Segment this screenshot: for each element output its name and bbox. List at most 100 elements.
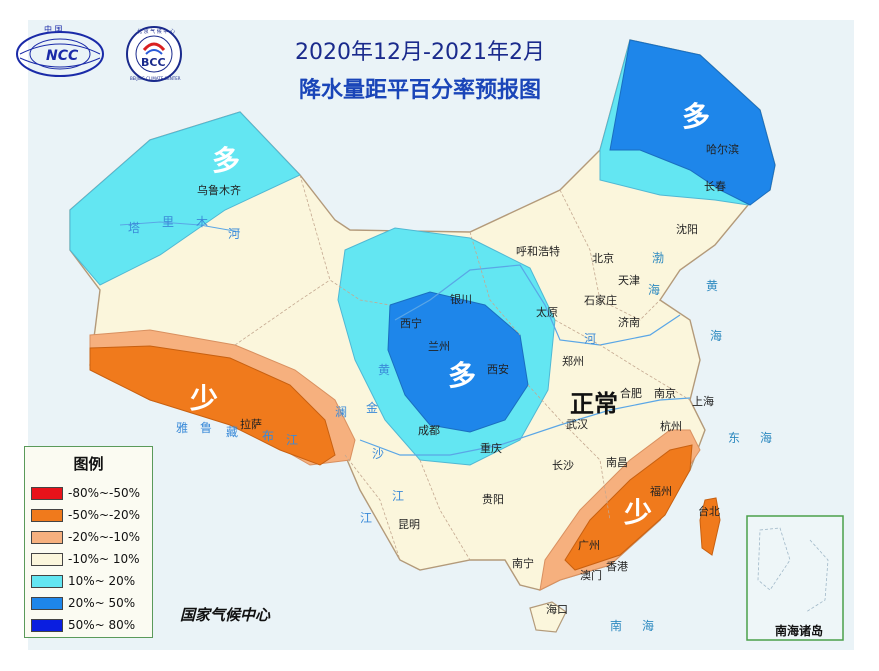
river-label-tarim-4: 河 [228,227,240,241]
river-label-tarim-2: 里 [162,215,174,229]
city-taiyuan: 太原 [536,306,558,319]
bcc-logo-ring-text: BEIJING CLIMATE CENTER [130,76,181,81]
city-shijiazhuang: 石家庄 [584,293,617,307]
sea-label-donghai-2: 海 [760,430,772,445]
city-labels: 乌鲁木齐 哈尔滨 长春 沈阳 呼和浩特 北京 天津 石家庄 太原 济南 银川 西… [197,142,739,616]
water-labels: 塔 里 木 河 雅 鲁 藏 布 江 黄 河 金 沙 江 澜 江 渤 海 黄 海 … [128,215,772,633]
river-label-yarlung-4: 布 [262,429,274,443]
river-label-jinsha-3: 江 [392,489,404,503]
city-haikou: 海口 [546,602,568,616]
ncc-logo-top-text: 中 国 [44,24,63,34]
bcc-logo-top-text: 北 京 气 候 中 心 [137,28,175,35]
city-chongqing: 重庆 [480,441,502,455]
city-xining: 西宁 [400,316,422,330]
river-label-tarim-3: 木 [196,215,208,229]
legend-swatch [31,508,63,522]
city-hohhot: 呼和浩特 [516,244,560,258]
label-less-tibet: 少 [190,382,218,415]
city-nanning: 南宁 [512,556,534,570]
legend-swatch [31,618,63,632]
city-jinan: 济南 [618,315,640,329]
legend-item: -80%~-50% [25,482,152,504]
city-hefei: 合肥 [620,386,642,400]
legend-panel: 图例 -80%~-50% -50%~-20% -20%~-10% -10%~ 1… [24,446,153,638]
city-wuhan: 武汉 [566,418,588,431]
river-label-lancang: 澜 [335,405,347,419]
legend-label: -20%~-10% [68,530,141,544]
sea-label-huanghai-1: 黄 [706,279,718,293]
label-more-northwest: 多 [212,144,240,177]
legend-title: 图例 [73,455,104,473]
river-label-tarim-1: 塔 [128,221,140,235]
city-yinchuan: 银川 [450,292,472,306]
legend-item: -10%~ 10% [25,548,152,570]
city-shanghai: 上海 [692,394,714,408]
province-borders [234,174,691,561]
river-label-yellow-2: 河 [584,332,596,346]
bcc-logo-text: BCC [141,56,166,69]
label-more-central: 多 [448,359,476,392]
city-hangzhou: 杭州 [660,419,682,433]
zone-less-tibet-inner [89,345,336,466]
city-urumqi: 乌鲁木齐 [197,183,241,197]
city-lanzhou: 兰州 [428,340,450,353]
sea-label-huanghai-2: 海 [710,328,722,343]
city-zhengzhou: 郑州 [562,354,584,368]
legend-label: -80%~-50% [68,486,141,500]
south-china-sea-inset [746,515,844,641]
city-nanchang: 南昌 [606,456,628,469]
bcc-logo: 北 京 气 候 中 心 BCC BEIJING CLIMATE CENTER [124,24,184,84]
label-less-southeast: 少 [624,496,652,529]
city-xianggang: 香港 [606,560,628,573]
legend-swatch [31,486,63,500]
map-title-period: 2020年12月-2021年2月 [295,40,545,65]
legend-label: 50%~ 80% [68,618,136,632]
river-label-yarlung-3: 藏 [226,425,238,439]
city-guangzhou: 广州 [578,539,600,552]
zone-more-northeast-inner [609,39,776,206]
river-label-jinsha-1: 金 [366,400,378,415]
zone-more-northwest [69,111,301,286]
legend-item: 20%~ 50% [25,592,152,614]
taiwan-island [699,497,721,556]
legend-label: 20%~ 50% [68,596,136,610]
legend-swatch [31,530,63,544]
legend-item: -50%~-20% [25,504,152,526]
zone-more-central-inner [387,291,529,433]
legend-item: -20%~-10% [25,526,152,548]
city-chengdu: 成都 [418,424,440,437]
river-label-yellow-1: 黄 [378,363,390,377]
city-lhasa: 拉萨 [240,417,262,431]
city-fuzhou: 福州 [650,484,672,498]
yangtze-river [359,397,691,456]
agency-name: 国家气候中心 [180,606,271,624]
river-label-yarlung-5: 江 [286,433,298,447]
legend-item: 50%~ 80% [25,614,152,636]
yellow-river [394,264,681,346]
sea-label-nanhai-1: 南 [610,618,622,633]
sea-label-bohai-1: 渤 [652,251,664,265]
city-tianjin: 天津 [618,274,640,287]
city-taibei: 台北 [698,504,720,518]
city-aomen: 澳门 [580,568,602,582]
city-beijing: 北京 [592,251,614,265]
river-label-yarlung-1: 雅 [176,420,188,435]
sea-label-donghai-1: 东 [728,431,740,445]
map-title-main: 降水量距平百分率预报图 [298,78,541,103]
ncc-logo-text: NCC [46,48,79,64]
city-kunming: 昆明 [398,518,420,531]
legend-swatch [31,552,63,566]
sea-label-nanhai-2: 海 [642,618,654,633]
city-changchun: 长春 [704,180,726,193]
label-normal: 正常 [570,390,618,418]
tarim-river [119,221,241,233]
south-china-sea-inset-label: 南海诸岛 [774,624,823,638]
city-changsha: 长沙 [552,459,574,472]
legend-label: -50%~-20% [68,508,141,522]
legend-label: -10%~ 10% [68,552,140,566]
legend-item: 10%~ 20% [25,570,152,592]
legend-swatch [31,596,63,610]
river-label-nujiang: 江 [360,511,372,525]
